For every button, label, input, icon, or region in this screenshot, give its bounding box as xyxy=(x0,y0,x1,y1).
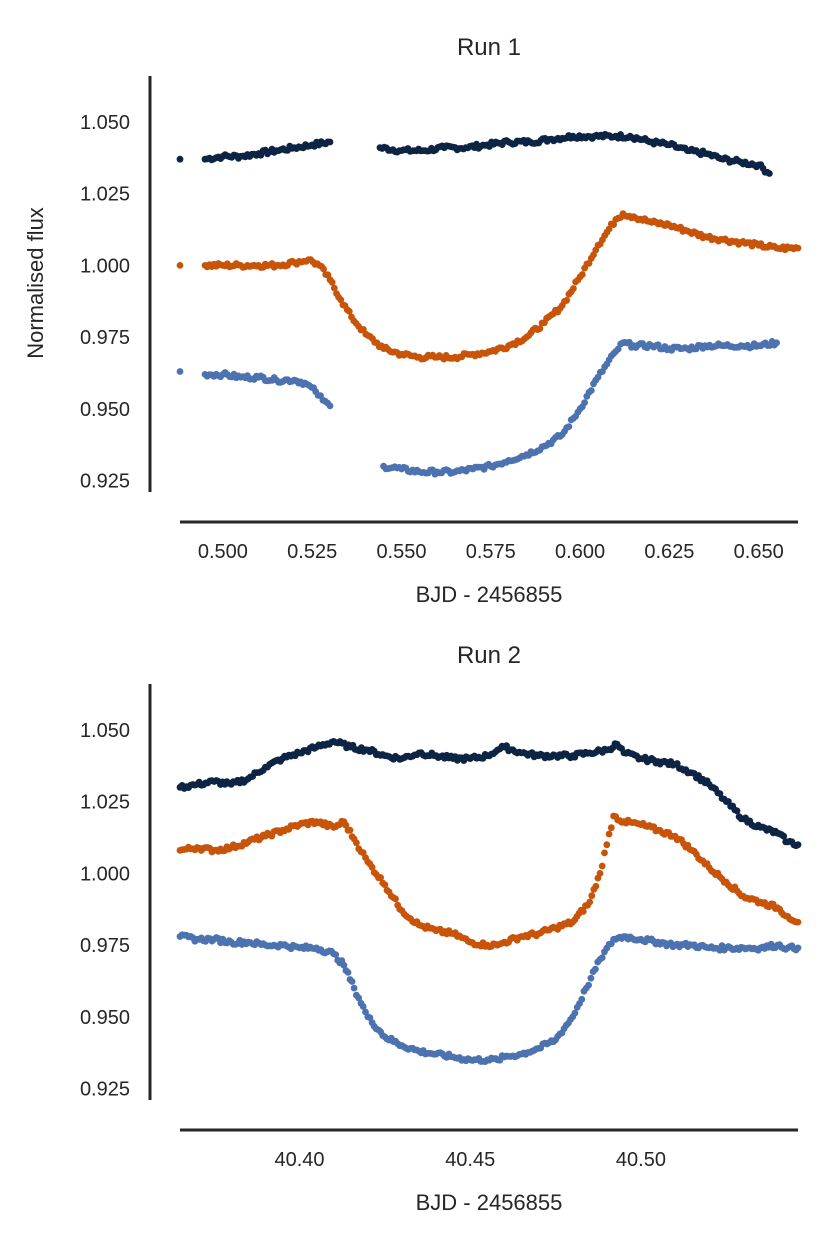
x-tick-labels: 40.40 40.45 40.50 xyxy=(274,1149,665,1171)
data-point xyxy=(587,974,595,982)
y-tick-label: 0.950 xyxy=(80,1007,130,1029)
data-point xyxy=(346,826,354,834)
data-point xyxy=(601,849,608,857)
chart-title: Run 1 xyxy=(457,34,521,61)
x-tick-label: 40.40 xyxy=(274,1149,324,1171)
data-point xyxy=(565,423,573,430)
y-tick-label: 0.925 xyxy=(80,471,130,493)
data-point xyxy=(563,297,571,304)
data-point xyxy=(578,995,586,1003)
x-tick-label: 0.500 xyxy=(198,541,248,563)
data-point xyxy=(359,1003,367,1010)
data-point xyxy=(366,1014,374,1021)
data-points xyxy=(176,738,802,1065)
x-tick-label: 0.625 xyxy=(644,541,694,563)
data-point xyxy=(578,271,586,278)
y-axis-label: Normalised flux xyxy=(23,207,48,359)
data-point xyxy=(733,807,741,815)
data-point xyxy=(780,832,788,840)
data-point xyxy=(794,841,802,849)
panel-run-1: Run 1 Normalised flux BJD - 2456855 0.92… xyxy=(23,34,802,607)
data-point xyxy=(766,170,773,177)
data-point xyxy=(381,881,389,889)
data-point xyxy=(368,863,376,871)
x-tick-labels: 0.500 0.525 0.550 0.575 0.600 0.625 0.650 xyxy=(198,541,784,563)
data-point xyxy=(581,399,588,406)
x-tick-label: 40.50 xyxy=(616,1149,666,1171)
x-tick-label: 0.550 xyxy=(376,541,426,563)
data-point xyxy=(585,981,592,989)
x-tick-label: 40.45 xyxy=(445,1149,495,1171)
data-point xyxy=(340,961,348,969)
data-point xyxy=(326,138,334,146)
data-point xyxy=(328,278,336,286)
data-point xyxy=(377,874,384,881)
data-point xyxy=(588,892,596,900)
data-point xyxy=(503,742,510,750)
x-tick-label: 0.650 xyxy=(734,541,784,563)
y-tick-label: 0.925 xyxy=(80,1079,130,1101)
x-axis-label: BJD - 2456855 xyxy=(416,1190,563,1215)
data-point xyxy=(603,841,611,849)
data-point xyxy=(794,944,802,952)
data-point xyxy=(605,225,613,233)
data-point xyxy=(579,908,587,915)
x-axis-label: BJD - 2456855 xyxy=(416,582,563,607)
y-tick-label: 0.975 xyxy=(80,327,130,349)
y-tick-label: 1.000 xyxy=(80,255,130,277)
data-point xyxy=(571,1009,579,1017)
panel-run-2: Run 2 BJD - 2456855 0.925 0.950 0.975 1.000… xyxy=(80,642,802,1215)
data-point xyxy=(570,285,577,292)
data-point xyxy=(320,265,327,273)
data-point xyxy=(592,965,599,973)
y-tick-label: 1.025 xyxy=(80,792,130,814)
data-point xyxy=(350,984,358,992)
chart-title: Run 2 xyxy=(457,642,521,669)
data-point xyxy=(773,339,780,347)
data-point xyxy=(353,839,360,847)
data-point xyxy=(176,368,184,375)
y-tick-label: 0.950 xyxy=(80,399,130,421)
data-point xyxy=(326,402,334,410)
data-points xyxy=(176,130,802,478)
data-point xyxy=(596,870,604,877)
data-point xyxy=(176,262,184,269)
y-tick-label: 1.000 xyxy=(80,863,130,885)
x-tick-label: 0.600 xyxy=(555,541,605,563)
y-tick-label: 1.025 xyxy=(80,184,130,206)
y-tick-label: 0.975 xyxy=(80,935,130,957)
y-tick-labels: 0.925 0.950 0.975 1.000 1.025 1.050 xyxy=(80,720,130,1101)
data-point xyxy=(176,155,184,163)
data-point xyxy=(587,387,595,394)
data-point xyxy=(392,895,399,903)
data-point xyxy=(598,954,606,962)
y-tick-label: 1.050 xyxy=(80,720,130,742)
data-point xyxy=(586,898,594,906)
data-point xyxy=(794,918,802,926)
data-point xyxy=(345,308,353,315)
data-point xyxy=(348,978,356,985)
data-point xyxy=(355,994,363,1002)
data-point xyxy=(607,824,615,832)
y-tick-labels: 0.925 0.950 0.975 1.000 1.025 1.050 xyxy=(80,112,130,493)
data-point xyxy=(605,830,613,838)
x-tick-label: 0.575 xyxy=(466,541,516,563)
data-point xyxy=(337,296,345,304)
data-point xyxy=(332,951,340,958)
data-point xyxy=(598,862,606,870)
data-point xyxy=(794,244,802,252)
data-point xyxy=(330,284,338,292)
y-tick-label: 1.050 xyxy=(80,112,130,134)
x-tick-label: 0.525 xyxy=(287,541,337,563)
data-point xyxy=(610,221,617,229)
data-point xyxy=(536,325,544,332)
data-point xyxy=(344,969,352,976)
data-point xyxy=(342,821,350,829)
data-point xyxy=(592,882,600,890)
